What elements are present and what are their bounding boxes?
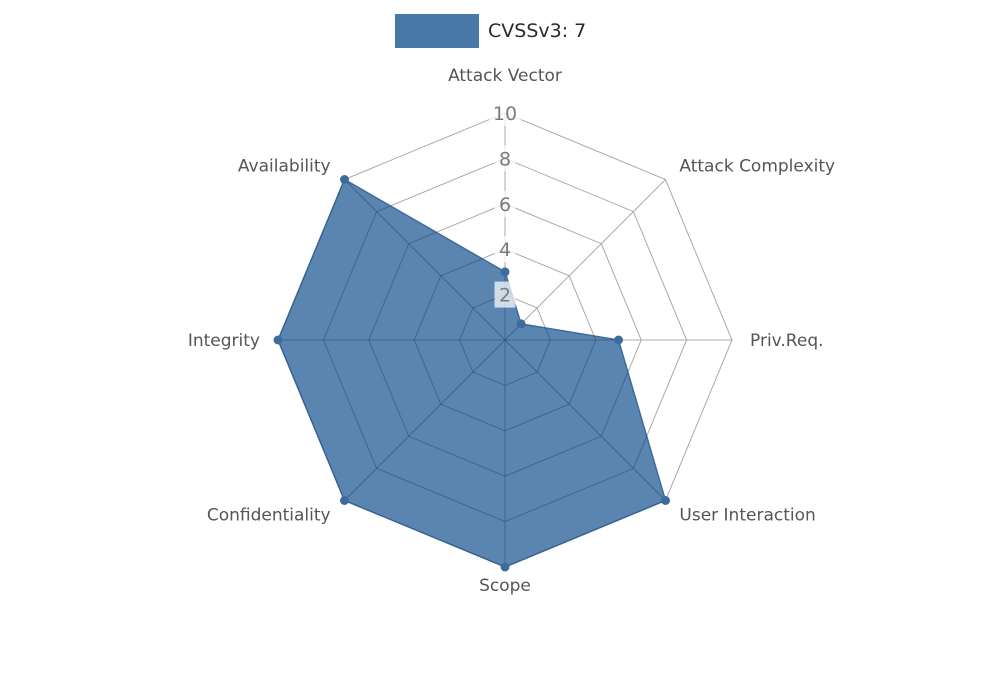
legend[interactable]: CVSSv3: 7 — [395, 14, 586, 48]
axis-label-priv-req: Priv.Req. — [750, 331, 824, 351]
data-point-priv-req[interactable] — [614, 335, 623, 345]
tick-bg — [494, 281, 516, 308]
data-point-attack-vector[interactable] — [500, 267, 510, 277]
axis-label-attack-vector: Attack Vector — [448, 66, 562, 86]
tick-label-8: 8 — [499, 148, 511, 170]
axis-label-attack-complexity: Attack Complexity — [679, 157, 835, 177]
tick-label-2: 2 — [499, 285, 511, 307]
tick-label-10: 10 — [493, 103, 517, 125]
tick-bg — [494, 236, 516, 263]
axis-label-user-interaction: User Interaction — [679, 505, 815, 525]
axis-spoke-overlay — [504, 339, 666, 501]
legend-label: CVSSv3: 7 — [488, 20, 587, 42]
data-point-user-interaction[interactable] — [661, 496, 670, 505]
axis-spoke-attack-complexity — [504, 179, 666, 341]
data-point-integrity[interactable] — [273, 335, 283, 345]
axis-label-confidentiality: Confidentiality — [207, 505, 331, 525]
data-point-confidentiality[interactable] — [340, 496, 349, 505]
data-point-availability[interactable] — [340, 175, 349, 184]
tick-bg — [489, 100, 521, 126]
data-point-scope[interactable] — [500, 562, 510, 572]
data-point-attack-complexity[interactable] — [516, 319, 526, 329]
tick-bg — [494, 145, 516, 172]
tick-label-4: 4 — [499, 239, 511, 261]
axis-label-scope: Scope — [479, 576, 531, 596]
tick-bg — [494, 190, 516, 217]
axis-label-availability: Availability — [238, 157, 331, 177]
axis-spoke-overlay — [344, 339, 506, 501]
tick-label-6: 6 — [499, 194, 511, 216]
grid-ring-overlay — [278, 179, 666, 567]
legend-swatch[interactable] — [395, 14, 479, 48]
axis-spoke-overlay — [344, 179, 506, 341]
axis-label-integrity: Integrity — [188, 331, 260, 351]
